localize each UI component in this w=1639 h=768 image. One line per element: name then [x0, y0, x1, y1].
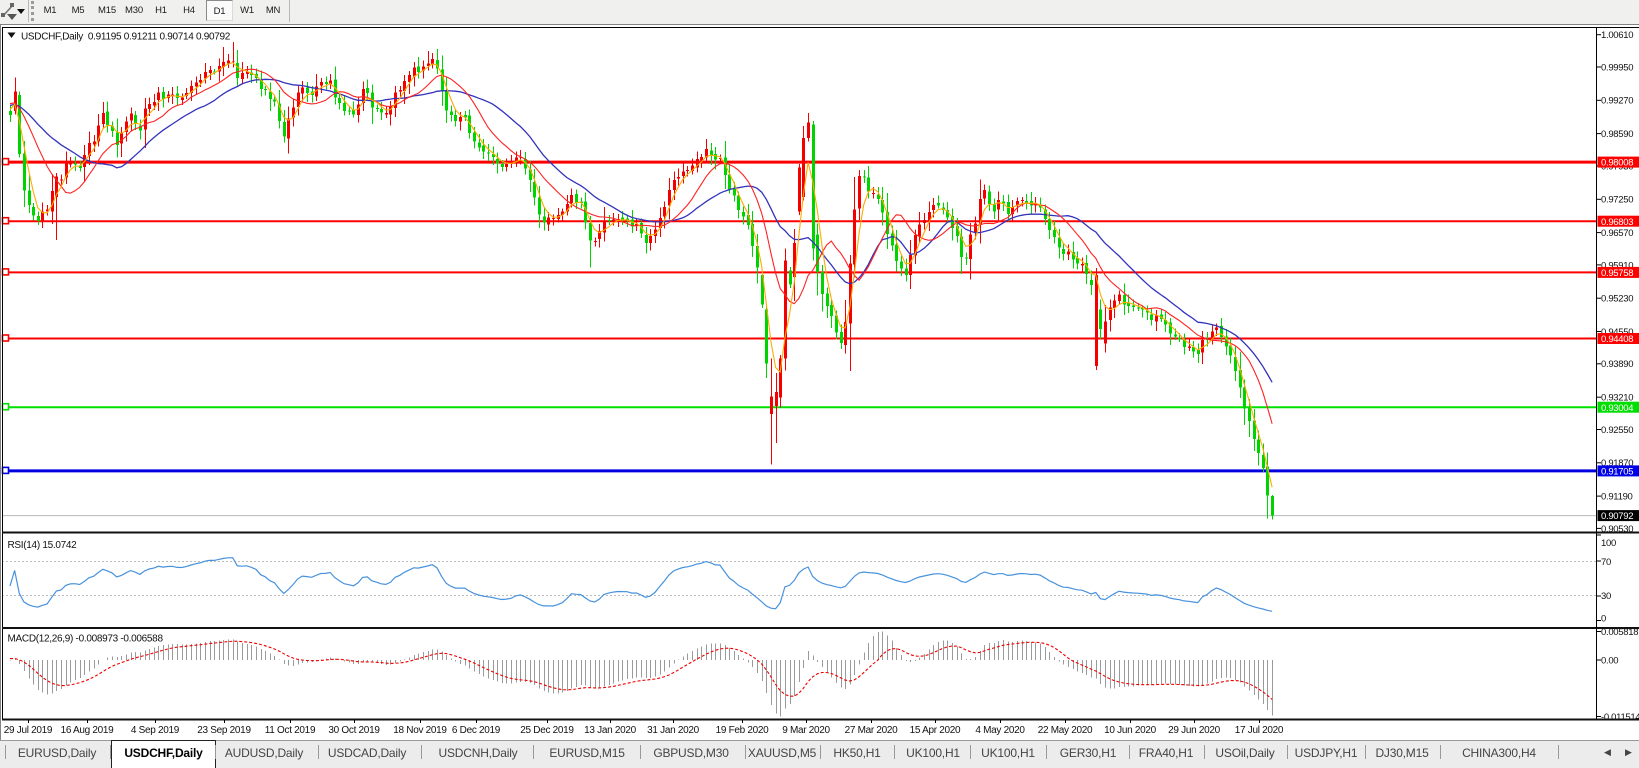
svg-text:USDCHF,Daily 0.91195 0.91211: USDCHF,Daily 0.91195 0.91211 0.90714 0.9… [21, 32, 231, 43]
svg-text:27 Mar 2020: 27 Mar 2020 [845, 725, 899, 736]
svg-text:31 Jan 2020: 31 Jan 2020 [647, 725, 699, 736]
svg-text:MACD(12,26,9) -0.008973 -0.006: MACD(12,26,9) -0.008973 -0.006588 [8, 634, 164, 645]
svg-text:17 Jul 2020: 17 Jul 2020 [1235, 725, 1284, 736]
svg-text:18 Nov 2019: 18 Nov 2019 [393, 725, 447, 736]
svg-text:4 Sep 2019: 4 Sep 2019 [131, 725, 180, 736]
svg-text:-0.011514: -0.011514 [1601, 712, 1639, 723]
svg-text:0.91705: 0.91705 [1601, 467, 1633, 478]
svg-text:100: 100 [1601, 538, 1616, 549]
svg-text:0.90792: 0.90792 [1601, 511, 1633, 522]
svg-text:RSI(14) 15.0742: RSI(14) 15.0742 [8, 540, 78, 551]
svg-text:0.95230: 0.95230 [1601, 294, 1633, 305]
svg-text:16 Aug 2019: 16 Aug 2019 [61, 725, 115, 736]
svg-text:11 Oct 2019: 11 Oct 2019 [265, 725, 316, 736]
svg-text:0.005818: 0.005818 [1601, 627, 1638, 638]
svg-text:10 Jun 2020: 10 Jun 2020 [1104, 725, 1156, 736]
svg-text:0.96803: 0.96803 [1601, 217, 1633, 228]
svg-text:29 Jul 2019: 29 Jul 2019 [4, 725, 53, 736]
svg-text:0.97250: 0.97250 [1601, 195, 1633, 206]
svg-text:0: 0 [1601, 614, 1606, 625]
svg-text:0.99270: 0.99270 [1601, 96, 1633, 107]
svg-text:6 Dec 2019: 6 Dec 2019 [452, 725, 501, 736]
svg-text:13 Jan 2020: 13 Jan 2020 [584, 725, 636, 736]
svg-text:0.94408: 0.94408 [1601, 334, 1633, 345]
svg-text:0.95758: 0.95758 [1601, 268, 1633, 279]
svg-text:0.99950: 0.99950 [1601, 62, 1633, 73]
svg-text:30: 30 [1601, 591, 1611, 602]
svg-text:0.96570: 0.96570 [1601, 228, 1633, 239]
svg-text:15 Apr 2020: 15 Apr 2020 [910, 725, 961, 736]
svg-text:9 Mar 2020: 9 Mar 2020 [782, 725, 830, 736]
svg-text:29 Jun 2020: 29 Jun 2020 [1168, 725, 1220, 736]
svg-text:0.98590: 0.98590 [1601, 129, 1633, 140]
svg-text:1.00610: 1.00610 [1601, 30, 1633, 41]
svg-text:0.00: 0.00 [1601, 655, 1618, 666]
svg-text:23 Sep 2019: 23 Sep 2019 [197, 725, 251, 736]
svg-text:22 May 2020: 22 May 2020 [1038, 725, 1093, 736]
svg-text:0.91190: 0.91190 [1601, 492, 1633, 503]
svg-text:0.93890: 0.93890 [1601, 359, 1633, 370]
svg-text:25 Dec 2019: 25 Dec 2019 [520, 725, 574, 736]
svg-text:0.90530: 0.90530 [1601, 524, 1633, 535]
svg-text:19 Feb 2020: 19 Feb 2020 [716, 725, 770, 736]
svg-text:70: 70 [1601, 557, 1611, 568]
svg-text:4 May 2020: 4 May 2020 [975, 725, 1025, 736]
svg-text:0.92550: 0.92550 [1601, 425, 1633, 436]
svg-text:0.93004: 0.93004 [1601, 403, 1633, 414]
svg-text:0.98008: 0.98008 [1601, 158, 1633, 169]
svg-text:30 Oct 2019: 30 Oct 2019 [328, 725, 380, 736]
